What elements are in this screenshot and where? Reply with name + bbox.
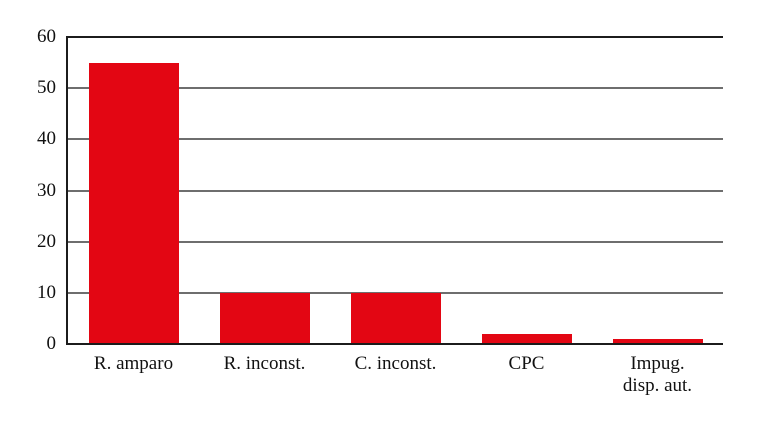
y-tick-label-60: 60 xyxy=(37,26,56,47)
bar-5 xyxy=(612,338,703,344)
x-category-label-2: R. inconst. xyxy=(223,353,306,374)
y-tick-label-20: 20 xyxy=(37,230,56,252)
x-category-label-5: Impug. disp. aut. xyxy=(622,353,693,396)
gridline-y40 xyxy=(68,138,723,141)
gridline-y30 xyxy=(68,189,723,192)
x-axis-line xyxy=(68,343,723,345)
y-tick-label-0: 0 xyxy=(46,333,57,354)
y-tick-label-30: 30 xyxy=(37,179,56,201)
y-tick-label-40: 40 xyxy=(37,128,56,150)
y-tick-label-10: 10 xyxy=(37,281,56,303)
x-category-label-4: CPC xyxy=(508,353,545,374)
bar-4 xyxy=(481,333,572,344)
plot-top-border xyxy=(68,36,723,38)
plot-area xyxy=(66,36,723,345)
bar-2 xyxy=(219,292,310,344)
y-tick-label-50: 50 xyxy=(37,77,56,99)
x-category-label-1: R. amparo xyxy=(93,353,174,374)
bar-3 xyxy=(350,292,441,344)
gridline-y20 xyxy=(68,240,723,243)
y-axis-line xyxy=(66,36,68,345)
bar-1 xyxy=(88,62,179,344)
x-category-label-3: C. inconst. xyxy=(354,353,437,374)
gridline-y50 xyxy=(68,87,723,90)
